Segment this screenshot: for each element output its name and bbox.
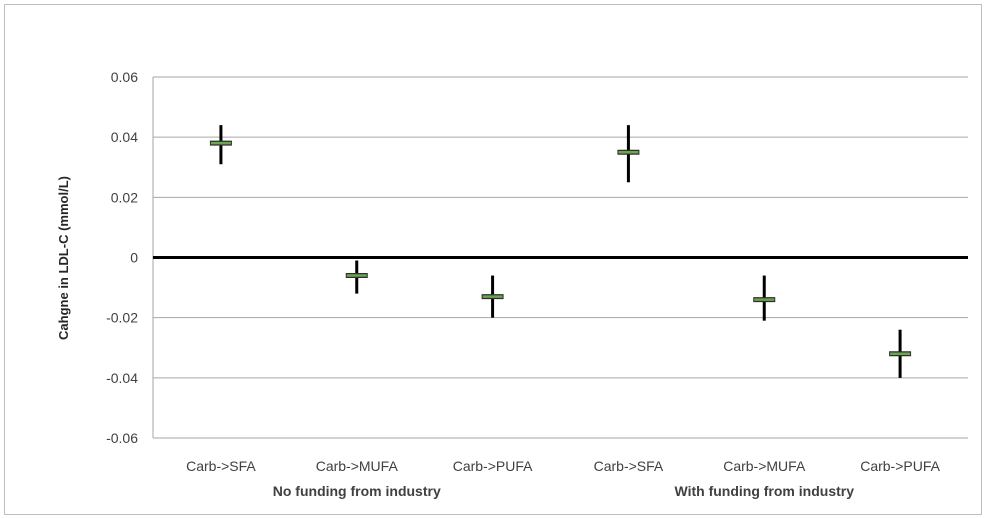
x-tick-label: Carb->MUFA	[316, 458, 399, 474]
y-axis-title: Cahgne in LDL-C (mmol/L)	[56, 176, 71, 340]
y-tick-label: -0.02	[106, 310, 138, 326]
y-tick-label: 0.02	[111, 189, 138, 205]
y-tick-label: -0.06	[106, 430, 138, 446]
x-tick-label: Carb->PUFA	[860, 458, 940, 474]
y-tick-label: 0	[130, 250, 138, 266]
y-tick-label: -0.04	[106, 370, 138, 386]
chart-frame	[4, 4, 982, 515]
x-tick-label: Carb->PUFA	[453, 458, 533, 474]
x-tick-label: Carb->SFA	[186, 458, 256, 474]
y-tick-label: 0.06	[111, 69, 138, 85]
y-tick-label: 0.04	[111, 129, 138, 145]
x-tick-label: Carb->MUFA	[723, 458, 806, 474]
x-tick-label: Carb->SFA	[594, 458, 664, 474]
group-label: No funding from industry	[273, 483, 441, 499]
group-label: With funding from industry	[674, 483, 854, 499]
